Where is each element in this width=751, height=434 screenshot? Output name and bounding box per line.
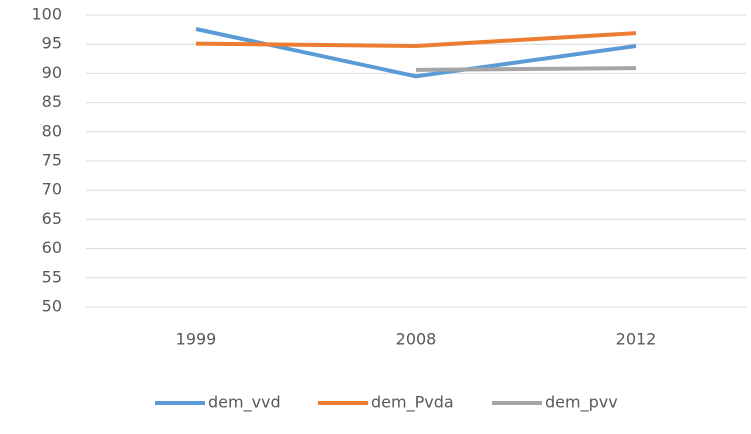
- y-tick-label: 90: [42, 63, 62, 82]
- x-tick-label: 2008: [396, 330, 437, 349]
- y-tick-label: 85: [42, 92, 62, 111]
- x-tick-label: 2012: [616, 330, 657, 349]
- y-tick-label: 55: [42, 267, 62, 286]
- y-tick-label: 80: [42, 121, 62, 140]
- series-line: [415, 66, 637, 72]
- y-tick-label: 70: [42, 180, 62, 199]
- y-tick-label: 95: [42, 34, 62, 53]
- series-line: [195, 31, 637, 48]
- y-tick-label: 60: [42, 238, 62, 257]
- legend-label: dem_Pvda: [371, 393, 454, 413]
- y-tick-label: 65: [42, 209, 62, 228]
- legend-label: dem_vvd: [208, 393, 281, 413]
- y-tick-label: 50: [42, 297, 62, 316]
- y-tick-label: 75: [42, 151, 62, 170]
- y-tick-label: 100: [31, 5, 62, 24]
- legend-label: dem_pvv: [545, 393, 618, 413]
- x-tick-label: 1999: [176, 330, 217, 349]
